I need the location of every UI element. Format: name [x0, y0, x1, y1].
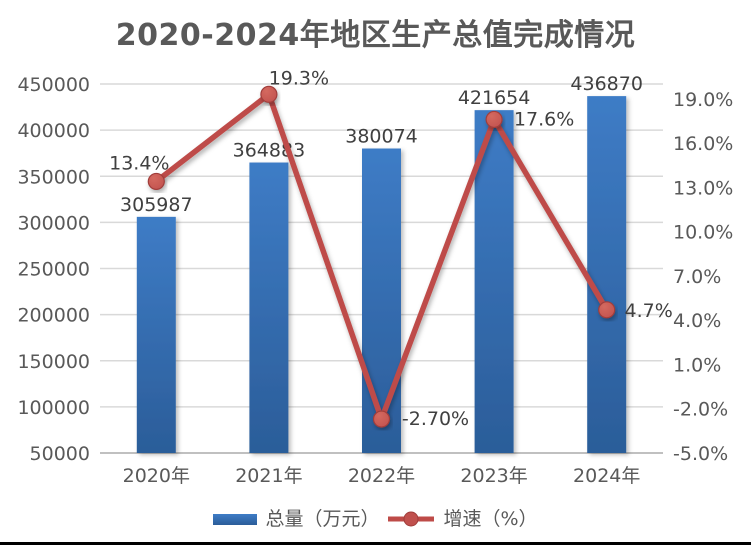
- growth-value-label: -2.70%: [402, 408, 469, 430]
- y-axis-left-tick-label: 150000: [17, 351, 90, 373]
- y-axis-right-tick-label: 16.0%: [673, 133, 733, 155]
- y-axis-right-tick-label: 19.0%: [673, 89, 733, 111]
- line-marker[interactable]: [485, 110, 503, 129]
- line-marker[interactable]: [260, 85, 278, 103]
- x-axis-label: 2020年: [123, 465, 190, 487]
- line-marker[interactable]: [598, 301, 616, 319]
- bar-value-label: 305987: [120, 194, 193, 216]
- growth-value-label: 17.6%: [514, 108, 574, 130]
- line-marker[interactable]: [147, 172, 165, 191]
- y-axis-right-tick-label: 10.0%: [673, 222, 733, 244]
- growth-value-label: 13.4%: [109, 152, 169, 174]
- bar[interactable]: [249, 162, 289, 453]
- bar-value-label: 380074: [345, 126, 418, 148]
- bar[interactable]: [362, 148, 401, 454]
- x-axis-label: 2024年: [573, 465, 640, 487]
- legend-label-growth[interactable]: 增速（%）: [443, 508, 538, 530]
- y-axis-right-tick-label: -5.0%: [673, 443, 728, 465]
- growth-value-label: 19.3%: [269, 67, 329, 89]
- y-axis-right-tick-label: 1.0%: [673, 354, 721, 376]
- bar-value-label: 364883: [233, 140, 306, 162]
- bar-value-label: 421654: [458, 87, 531, 109]
- y-axis-right-tick-label: 7.0%: [673, 266, 721, 288]
- chart-title: 2020-2024年地区生产总值完成情况: [115, 18, 636, 53]
- bar[interactable]: [474, 110, 514, 454]
- x-axis-label: 2021年: [235, 465, 302, 487]
- y-axis-right-tick-label: 13.0%: [673, 177, 733, 199]
- legend-line-swatch[interactable]: [387, 510, 435, 528]
- growth-value-label: 4.7%: [625, 300, 673, 322]
- line-marker[interactable]: [372, 410, 391, 428]
- legend-label-total[interactable]: 总量（万元）: [265, 508, 380, 530]
- y-axis-left-tick-label: 400000: [17, 120, 90, 142]
- y-axis-left-tick-label: 350000: [17, 166, 90, 188]
- y-axis-right-tick-label: 4.0%: [673, 310, 721, 332]
- y-axis-left-tick-label: 200000: [17, 305, 90, 327]
- legend-bar-swatch[interactable]: [213, 513, 258, 525]
- bar[interactable]: [587, 96, 627, 453]
- y-axis-left-tick-label: 100000: [17, 397, 90, 419]
- y-axis-left-tick-label: 450000: [17, 74, 90, 96]
- x-axis-label: 2022年: [348, 465, 415, 487]
- y-axis-left-tick-label: 50000: [30, 443, 90, 465]
- y-axis-right-tick-label: -2.0%: [673, 399, 728, 421]
- y-axis-left-tick-label: 300000: [17, 212, 90, 234]
- legend: 总量（万元） 增速（%）: [0, 507, 751, 531]
- y-axis-left-tick-label: 250000: [17, 259, 90, 281]
- bar[interactable]: [136, 216, 176, 453]
- legend-marker-icon: [403, 511, 419, 527]
- bar-value-label: 436870: [570, 73, 643, 95]
- x-axis-label: 2023年: [460, 465, 527, 487]
- bottom-border-line: [0, 542, 751, 545]
